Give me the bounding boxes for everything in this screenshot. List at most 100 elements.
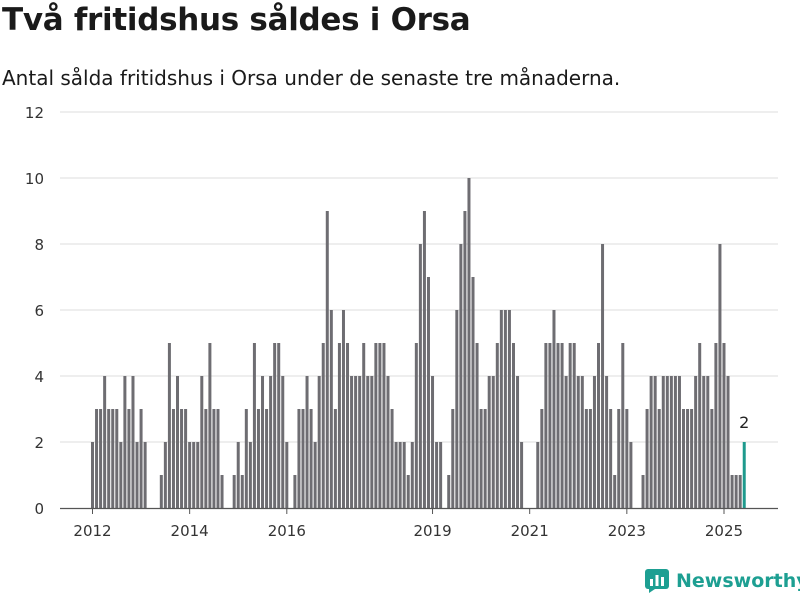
bar (143, 442, 147, 508)
bar (726, 376, 730, 508)
bar (281, 376, 285, 508)
bar (702, 376, 706, 508)
bar (491, 376, 495, 508)
bar (435, 442, 439, 508)
bar (301, 409, 305, 508)
bar (188, 442, 192, 508)
bar (426, 277, 430, 508)
bar (718, 244, 722, 508)
bar (552, 310, 556, 508)
bar (313, 442, 317, 508)
bar (609, 409, 613, 508)
bar (540, 409, 544, 508)
bar (99, 409, 103, 508)
bar (119, 442, 123, 508)
bar (269, 376, 273, 508)
bar (564, 376, 568, 508)
highlight-bar (742, 442, 746, 508)
bar (333, 409, 337, 508)
bar (293, 475, 297, 508)
bar (366, 376, 370, 508)
bar (447, 475, 451, 508)
x-tick-label: 2019 (413, 522, 451, 540)
bar (690, 409, 694, 508)
bar (471, 277, 475, 508)
bar (459, 244, 463, 508)
bar (406, 475, 410, 508)
bar (483, 409, 487, 508)
bar (431, 376, 435, 508)
y-tick-label: 8 (34, 236, 44, 254)
bar (629, 442, 633, 508)
bar (402, 442, 406, 508)
bar (673, 376, 677, 508)
bar (362, 343, 366, 508)
bar (499, 310, 503, 508)
bar (337, 343, 341, 508)
bar (236, 442, 240, 508)
bar (180, 409, 184, 508)
bar (273, 343, 277, 508)
x-tick-label: 2023 (608, 522, 646, 540)
bar (216, 409, 220, 508)
bar (159, 475, 163, 508)
bar (556, 343, 560, 508)
bar (455, 310, 459, 508)
bar (439, 442, 443, 508)
y-tick-label: 12 (25, 104, 44, 122)
bar (378, 343, 382, 508)
bar (220, 475, 224, 508)
bar (418, 244, 422, 508)
bar (536, 442, 540, 508)
bar (192, 442, 196, 508)
bar (621, 343, 625, 508)
bar (358, 376, 362, 508)
bar (479, 409, 483, 508)
bar (127, 409, 131, 508)
bar (503, 310, 507, 508)
bar (111, 409, 115, 508)
x-tick-label: 2016 (268, 522, 306, 540)
bar (516, 376, 520, 508)
bar (390, 409, 394, 508)
chart-subtitle: Antal sålda fritidshus i Orsa under de s… (2, 66, 621, 90)
bar (649, 376, 653, 508)
bar (463, 211, 467, 508)
bar (261, 376, 265, 508)
bar (309, 409, 313, 508)
bar (107, 409, 111, 508)
bar (669, 376, 673, 508)
bar (576, 376, 580, 508)
bar-series (91, 178, 746, 508)
bar (645, 409, 649, 508)
bar (382, 343, 386, 508)
bar (212, 409, 216, 508)
bar (240, 475, 244, 508)
y-tick-label: 10 (25, 170, 44, 188)
x-tick-label: 2014 (171, 522, 209, 540)
bar (346, 343, 350, 508)
bar (588, 409, 592, 508)
bar-chart: 0 2 4 6 8 10 12 2 2012 2014 2016 2019 2021 2023 2025 (25, 104, 778, 540)
bar (597, 343, 600, 508)
bar (184, 409, 188, 508)
bar (370, 376, 374, 508)
bar (682, 409, 686, 508)
bar (115, 409, 119, 508)
bar (204, 409, 208, 508)
bar (730, 475, 734, 508)
bar (256, 409, 260, 508)
bar (422, 211, 426, 508)
bar (131, 376, 135, 508)
bar (661, 376, 665, 508)
bar (451, 409, 455, 508)
bar (722, 343, 726, 508)
bar (232, 475, 236, 508)
axes: 0 2 4 6 8 10 12 2 2012 2014 2016 2019 2021 2023 2025 (25, 104, 778, 540)
bar (714, 343, 718, 508)
newsworthy-logo: Newsworthy (645, 569, 800, 593)
bar (350, 376, 354, 508)
bar (560, 343, 564, 508)
bar (694, 376, 698, 508)
bar (734, 475, 738, 508)
